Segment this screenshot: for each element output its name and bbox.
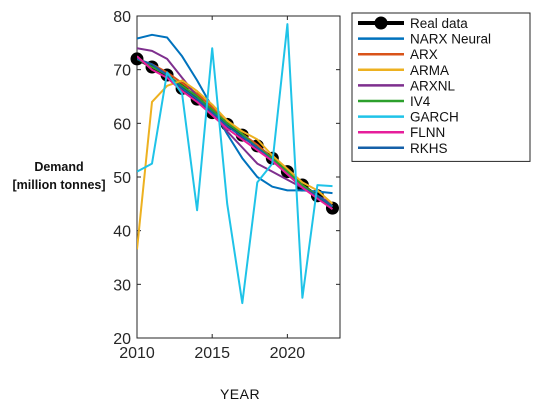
legend-marker-real-data [374, 16, 388, 30]
y-tick-label-30: 30 [113, 277, 131, 294]
series-line-garch [137, 23, 333, 305]
x-tick-label-2015: 2015 [194, 345, 230, 362]
y-tick-label-60: 60 [113, 116, 131, 133]
y-tick-label-50: 50 [113, 170, 131, 187]
y-tick-label-70: 70 [113, 63, 131, 80]
y-tick-label-40: 40 [113, 224, 131, 241]
legend-label-arx: ARX [410, 47, 438, 62]
y-tick-label-80: 80 [113, 9, 131, 26]
y-axis-label-line-1: Demand [34, 160, 84, 174]
y-axis-label: Demand [million tonnes] [4, 158, 114, 194]
legend-label-flnn: FLNN [410, 125, 445, 140]
x-tick-label-2020: 2020 [270, 345, 306, 362]
series-line-arma [137, 79, 334, 250]
legend-label-narx-neural: NARX Neural [410, 32, 491, 47]
y-axis-label-line-2: [million tonnes] [12, 178, 106, 192]
y-tick-label-20: 20 [113, 331, 131, 348]
series-line-narx-neural [137, 33, 333, 195]
legend-label-real-data: Real data [410, 16, 468, 31]
legend-label-garch: GARCH [410, 110, 459, 125]
legend-label-arxnl: ARXNL [410, 78, 456, 93]
legend-label-rkhs: RKHS [410, 141, 448, 156]
x-tick-label-2010: 2010 [119, 345, 155, 362]
legend-label-arma: ARMA [410, 63, 449, 78]
plot-area [136, 15, 341, 339]
x-axis-label: YEAR [219, 386, 261, 402]
series-line-flnn [137, 55, 334, 211]
legend-label-iv4: IV4 [410, 94, 431, 109]
